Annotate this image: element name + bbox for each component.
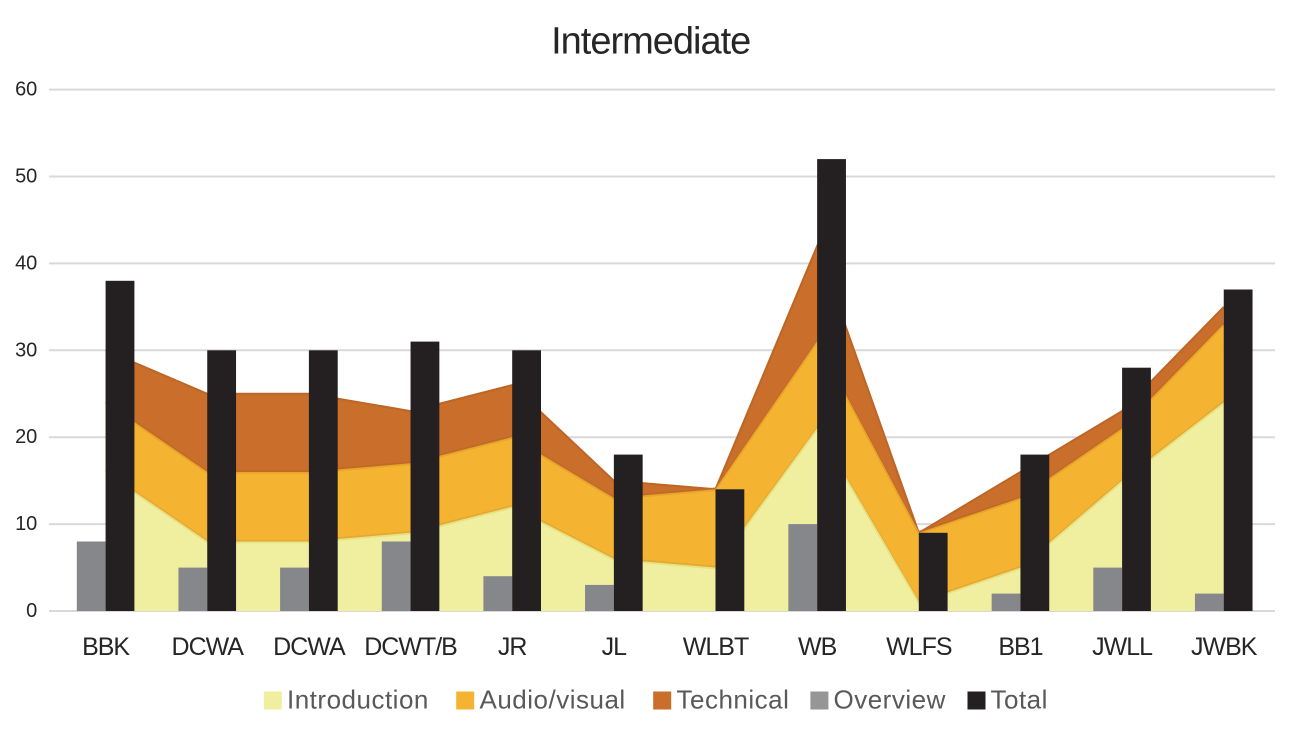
svg-text:60: 60: [15, 79, 37, 101]
svg-text:JL: JL: [602, 633, 628, 661]
svg-text:50: 50: [15, 166, 37, 188]
svg-text:Overview: Overview: [834, 685, 946, 715]
svg-text:DCWA: DCWA: [273, 633, 346, 661]
svg-text:20: 20: [15, 426, 37, 448]
svg-text:10: 10: [15, 513, 37, 535]
svg-text:DCWT/B: DCWT/B: [364, 633, 457, 661]
svg-text:Total: Total: [991, 685, 1048, 715]
svg-text:30: 30: [15, 339, 37, 361]
svg-text:0: 0: [26, 600, 37, 622]
svg-text:Introduction: Introduction: [287, 685, 429, 715]
svg-text:WLFS: WLFS: [886, 633, 952, 661]
svg-text:Audio/visual: Audio/visual: [480, 685, 626, 715]
svg-text:WLBT: WLBT: [683, 633, 749, 661]
svg-text:Intermediate: Intermediate: [551, 21, 750, 63]
svg-text:BB1: BB1: [998, 633, 1042, 661]
svg-text:DCWA: DCWA: [172, 633, 245, 661]
svg-text:JR: JR: [498, 633, 527, 661]
svg-text:JWBK: JWBK: [1191, 633, 1258, 661]
svg-text:Technical: Technical: [677, 685, 790, 715]
svg-text:JWLL: JWLL: [1092, 633, 1153, 661]
svg-text:40: 40: [15, 252, 37, 274]
svg-text:BBK: BBK: [82, 633, 130, 661]
svg-text:WB: WB: [798, 633, 837, 661]
